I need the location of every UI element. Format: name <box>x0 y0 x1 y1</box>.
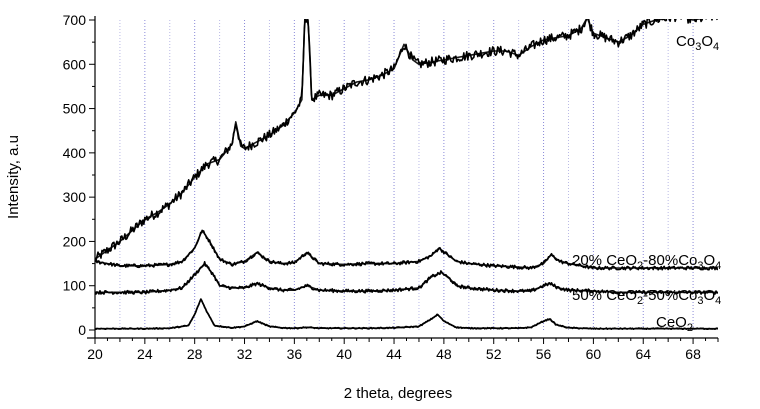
y-tick-label: 0 <box>78 322 86 338</box>
x-tick-label: 40 <box>336 346 352 362</box>
series-layer <box>95 19 718 330</box>
y-tick-label: 300 <box>63 189 87 205</box>
x-tick-label: 44 <box>386 346 402 362</box>
series-anchor-0 <box>95 19 704 260</box>
series-label-2: 50% CeO2-50%Co3O4 <box>572 287 721 307</box>
series-line-0 <box>95 19 718 262</box>
x-tick-label: 64 <box>635 346 651 362</box>
axes <box>87 16 718 339</box>
series-anchor-1 <box>95 229 718 269</box>
x-tick-label: 36 <box>287 346 303 362</box>
grid-lines <box>119 20 694 330</box>
y-tick-label: 600 <box>63 56 87 72</box>
series-label-0: Co3O4 <box>676 33 719 53</box>
series-label-1: 20% CeO2-80%Co3O4 <box>572 252 721 272</box>
x-tick-label: 28 <box>187 346 203 362</box>
y-tick-label: 400 <box>63 145 87 161</box>
x-tick-label: 52 <box>486 346 502 362</box>
x-tick-label: 56 <box>536 346 552 362</box>
y-tick-labels: 0 100 200 300 400 500 600 700 <box>63 12 95 338</box>
y-axis-title: Intensity, a.u <box>5 135 22 219</box>
x-tick-labels: 20 24 28 32 36 40 44 48 52 56 60 64 68 <box>87 338 719 362</box>
series-anchor-3 <box>95 298 718 330</box>
y-tick-label: 500 <box>63 101 87 117</box>
x-tick-label: 20 <box>87 346 103 362</box>
series-label-3: CeO2 <box>656 314 693 334</box>
y-tick-label: 200 <box>63 233 87 249</box>
x-axis-title: 2 theta, degrees <box>344 385 452 402</box>
x-tick-label: 60 <box>586 346 602 362</box>
y-tick-label: 700 <box>63 12 87 28</box>
series-labels: Co3O4 20% CeO2-80%Co3O4 50% CeO2-50%Co3O4 C… <box>572 33 721 334</box>
x-tick-label: 32 <box>237 346 253 362</box>
y-tick-label: 100 <box>63 278 87 294</box>
x-tick-label: 68 <box>685 346 701 362</box>
x-tick-label: 48 <box>436 346 452 362</box>
series-anchor-2 <box>95 262 718 294</box>
x-tick-label: 24 <box>137 346 153 362</box>
